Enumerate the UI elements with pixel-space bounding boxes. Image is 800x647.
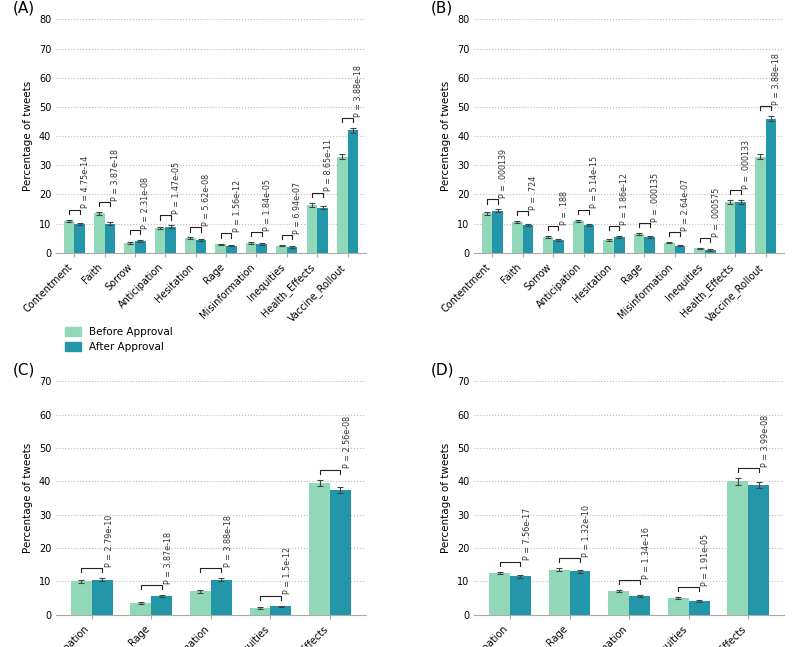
Text: P = 6.94e-07: P = 6.94e-07 [294, 182, 302, 234]
Bar [135, 241, 146, 253]
Text: P = 2.56e-08: P = 2.56e-08 [343, 416, 352, 468]
Bar [257, 244, 267, 253]
Bar [766, 118, 777, 253]
Text: P = 3.99e-08: P = 3.99e-08 [761, 415, 770, 466]
Bar [608, 591, 629, 615]
Bar [71, 581, 92, 615]
Text: P = 1.84e-05: P = 1.84e-05 [263, 179, 272, 230]
Bar [276, 246, 287, 253]
Bar [74, 224, 85, 253]
Y-axis label: Percentage of tweets: Percentage of tweets [442, 81, 451, 192]
Bar [735, 202, 746, 253]
Text: P = 3.87e-18: P = 3.87e-18 [111, 149, 120, 201]
Bar [748, 485, 769, 615]
Text: P = .000139: P = .000139 [499, 149, 508, 198]
Text: P = 7.56e-17: P = 7.56e-17 [522, 508, 532, 560]
Text: P = 5.14e-15: P = 5.14e-15 [590, 156, 599, 208]
Bar [92, 580, 113, 615]
Text: P = 2.64e-07: P = 2.64e-07 [681, 179, 690, 231]
Bar [306, 204, 317, 253]
Bar [553, 239, 564, 253]
Bar [347, 130, 358, 253]
Text: P = 8.65e-11: P = 8.65e-11 [324, 140, 333, 192]
Bar [603, 239, 614, 253]
Bar [166, 226, 176, 253]
Bar [614, 237, 625, 253]
Bar [151, 597, 172, 615]
Bar [226, 246, 237, 253]
Bar [482, 214, 493, 253]
Bar [196, 239, 206, 253]
Bar [493, 210, 503, 253]
Bar [330, 490, 351, 615]
Bar [674, 246, 686, 253]
Bar [668, 598, 689, 615]
Bar [309, 483, 330, 615]
Bar [634, 234, 644, 253]
Text: (D): (D) [431, 362, 454, 378]
Y-axis label: Percentage of tweets: Percentage of tweets [23, 81, 34, 192]
Bar [211, 580, 232, 615]
Text: P = 1.32e-10: P = 1.32e-10 [582, 505, 591, 557]
Text: P = 2.79e-10: P = 2.79e-10 [105, 515, 114, 567]
Bar [664, 243, 674, 253]
Text: (C): (C) [13, 362, 35, 378]
Text: P = 5.62e-08: P = 5.62e-08 [202, 174, 211, 226]
Text: P = 3.88e-18: P = 3.88e-18 [772, 53, 782, 105]
Text: P = 4.75e-14: P = 4.75e-14 [81, 156, 90, 208]
Bar [246, 243, 257, 253]
Bar [549, 569, 570, 615]
Bar [583, 225, 594, 253]
Bar [154, 228, 166, 253]
Bar [130, 603, 151, 615]
Text: P = 1.91e-05: P = 1.91e-05 [702, 534, 710, 586]
Text: P = 1.34e-16: P = 1.34e-16 [642, 527, 651, 579]
Text: P = 3.88e-18: P = 3.88e-18 [224, 515, 233, 567]
Bar [542, 237, 553, 253]
Bar [317, 208, 328, 253]
Text: P = 1.86e-12: P = 1.86e-12 [621, 173, 630, 225]
Bar [190, 591, 211, 615]
Bar [287, 247, 298, 253]
Bar [185, 238, 196, 253]
Text: P = .000135: P = .000135 [651, 173, 660, 222]
Text: P = 2.31e-08: P = 2.31e-08 [142, 177, 150, 229]
Bar [705, 250, 716, 253]
Bar [570, 571, 590, 615]
Text: P = 1.56e-12: P = 1.56e-12 [233, 180, 242, 232]
Y-axis label: Percentage of tweets: Percentage of tweets [23, 443, 34, 553]
Text: P = 1.47e-05: P = 1.47e-05 [172, 162, 181, 214]
Bar [94, 214, 105, 253]
Text: P = 3.87e-18: P = 3.87e-18 [164, 532, 173, 584]
Bar [644, 237, 655, 253]
Y-axis label: Percentage of tweets: Percentage of tweets [442, 443, 451, 553]
Text: (A): (A) [13, 1, 34, 16]
Text: P = .000575: P = .000575 [711, 187, 721, 237]
Bar [215, 244, 226, 253]
Bar [523, 225, 534, 253]
Bar [755, 157, 766, 253]
Text: P = .188: P = .188 [560, 191, 569, 225]
Bar [725, 202, 735, 253]
Text: P = .724: P = .724 [530, 175, 538, 210]
Bar [250, 608, 270, 615]
Text: P = .000133: P = .000133 [742, 140, 751, 189]
Bar [270, 606, 291, 615]
Bar [689, 601, 710, 615]
Text: P = 1.5e-12: P = 1.5e-12 [283, 547, 292, 595]
Bar [694, 248, 705, 253]
Bar [510, 576, 531, 615]
Text: P = 3.88e-18: P = 3.88e-18 [354, 65, 363, 116]
Bar [124, 243, 135, 253]
Bar [512, 222, 523, 253]
Bar [63, 221, 74, 253]
Bar [727, 481, 748, 615]
Bar [573, 221, 583, 253]
Text: (B): (B) [431, 1, 453, 16]
Bar [105, 224, 115, 253]
Bar [337, 157, 347, 253]
Bar [489, 573, 510, 615]
Bar [629, 597, 650, 615]
Legend: Before Approval, After Approval: Before Approval, After Approval [62, 323, 178, 356]
